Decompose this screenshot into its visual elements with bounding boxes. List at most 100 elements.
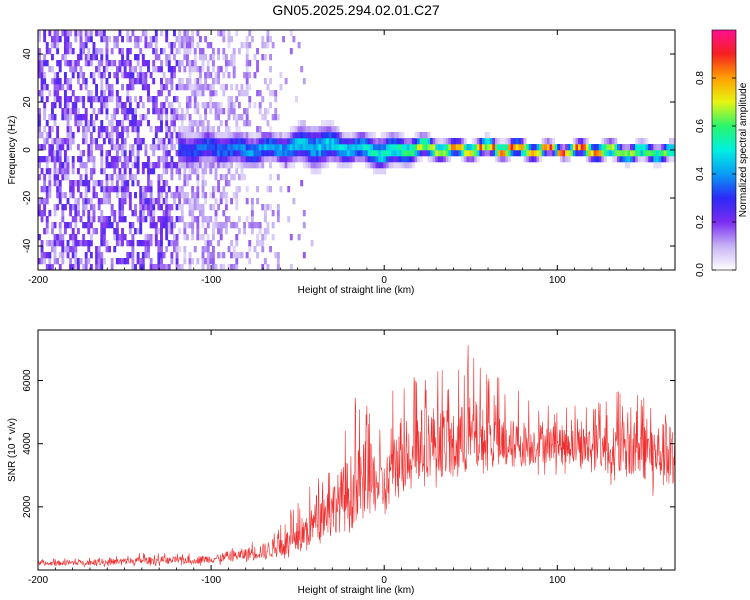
spectrogram-cell [237, 186, 241, 193]
spectrogram-cell [121, 48, 124, 55]
spectrogram-cell [139, 72, 143, 79]
spectrogram-cell [637, 138, 641, 145]
spectrogram-cell [224, 156, 228, 163]
spectrogram-cell [253, 144, 257, 151]
spectrogram-cell [214, 114, 218, 121]
spectrogram-cell [201, 126, 205, 133]
spectrogram-cell [102, 240, 106, 247]
spectrogram-cell [450, 150, 454, 157]
spectrogram-cell [66, 108, 70, 115]
spectrogram-cell [318, 132, 322, 139]
spectrogram-cell [170, 222, 174, 229]
spectrogram-cell [144, 204, 148, 211]
spectrogram-cell [323, 150, 327, 157]
spectrogram-cell [232, 114, 236, 121]
spectrogram-cell [58, 144, 62, 151]
spectrogram-cell [248, 102, 252, 109]
spectrogram-cell [583, 150, 587, 157]
spectrogram-cell [269, 126, 272, 133]
spectrogram-cell [227, 72, 231, 79]
spectrogram-cell [95, 180, 99, 187]
spectrogram-cell [544, 138, 548, 145]
spectrogram-cell [375, 162, 379, 169]
spectrogram-cell [198, 234, 202, 241]
spectrogram-cell [211, 156, 215, 163]
spectrogram-cell [614, 156, 618, 163]
spectrogram-cell [100, 90, 104, 97]
spectrogram-cell [157, 192, 161, 199]
spectrogram-cell [193, 96, 197, 103]
spectrogram-cell [318, 156, 322, 163]
spectrogram-cell [237, 114, 241, 121]
spectrogram-cell [414, 150, 418, 157]
spectrogram-cell [69, 42, 73, 49]
spectrogram-cell [224, 54, 228, 61]
spectrogram-cell [209, 96, 213, 103]
spectrogram-cell [97, 60, 101, 67]
spectrogram-cell [152, 204, 156, 211]
spectrogram-cell [622, 150, 626, 157]
spectrogram-cell [191, 156, 195, 163]
spectrogram-cell [183, 84, 187, 91]
spectrogram-cell [204, 144, 208, 151]
spectrogram-cell [167, 66, 171, 73]
spectrogram-cell [58, 162, 62, 169]
spectrogram-cell [45, 264, 49, 270]
spectrogram-cell [419, 156, 423, 163]
spectrogram-cell [74, 60, 78, 67]
spectrogram-cell [82, 132, 86, 139]
spectrogram-cell [48, 150, 52, 157]
spectrogram-cell [191, 60, 195, 67]
spectrogram-cell [206, 222, 210, 229]
spectrogram-cell [375, 168, 379, 175]
spectrogram-cell [489, 150, 493, 157]
spectrogram-cell [178, 168, 182, 175]
spectrogram-cell [50, 66, 54, 73]
spectrogram-cell [432, 144, 436, 151]
spectrogram-cell [131, 114, 135, 121]
spectrogram-cell [401, 132, 405, 139]
spectrogram-cell [157, 264, 161, 270]
spectrogram-cell [344, 162, 348, 169]
spectrogram-cell [113, 216, 117, 223]
spectrogram-cell [245, 114, 249, 121]
spectrogram-cell [315, 162, 319, 169]
spectrogram-cell [53, 114, 57, 121]
spectrogram-cell [297, 132, 301, 139]
spectrogram-cell [269, 186, 272, 193]
spectrogram-cell [305, 162, 309, 169]
spectrogram-cell [139, 216, 143, 223]
spectrogram-cell [211, 234, 215, 241]
spectrogram-cell [422, 150, 426, 157]
spectrogram-cell [211, 84, 215, 91]
spectrogram-cell [471, 150, 475, 157]
spectrogram-cell [63, 222, 67, 229]
spectrogram-cell [58, 264, 62, 270]
spectrogram-cell [131, 240, 135, 247]
spectrogram-cell [167, 90, 171, 97]
spectrogram-cell [391, 150, 395, 157]
spectrogram-cell [248, 72, 252, 79]
spectrogram-cell [562, 144, 566, 151]
spectrogram-cell [559, 156, 563, 163]
spectrogram-cell [479, 138, 483, 145]
spectrogram-cell [198, 78, 202, 85]
spectrogram-cell [209, 138, 213, 145]
spectrogram-cell [315, 138, 319, 145]
spectrogram-cell [160, 174, 163, 181]
spectrogram-cell [237, 252, 241, 259]
spectrogram-cell [253, 72, 257, 79]
spectrogram-cell [196, 222, 200, 229]
spectrogram-cell [69, 210, 73, 217]
spectrogram-cell [308, 162, 311, 169]
spectrogram-cell [40, 156, 44, 163]
spectrogram-cell [186, 192, 189, 199]
spectrogram-cell [48, 90, 52, 97]
spectrogram-cell [100, 216, 104, 223]
spectrogram-cell [552, 150, 555, 157]
spectrogram-cell [186, 132, 189, 139]
spectrogram-cell [469, 156, 472, 163]
spectrogram-cell [230, 108, 234, 115]
spectrogram-cell [572, 138, 576, 145]
